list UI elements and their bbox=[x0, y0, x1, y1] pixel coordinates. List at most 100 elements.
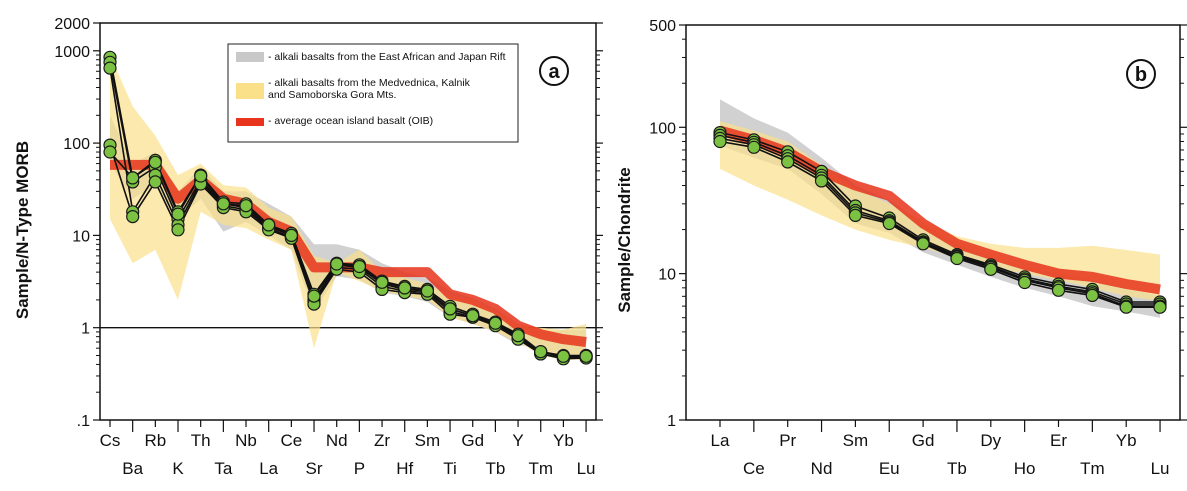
sample-point bbox=[443, 302, 457, 316]
x-tick-label: Gd bbox=[461, 431, 484, 450]
legend-swatch-gray bbox=[236, 52, 264, 62]
sample-point bbox=[534, 345, 548, 359]
x-tick-label: K bbox=[172, 459, 184, 478]
sample-point bbox=[781, 155, 795, 169]
panel-b-letter: b bbox=[1135, 64, 1147, 86]
sample-point bbox=[148, 175, 162, 189]
sample-line-1 bbox=[109, 57, 587, 357]
x-tick-label: Ce bbox=[743, 459, 765, 478]
sample-point bbox=[466, 309, 480, 323]
x-tick-label: Dy bbox=[980, 431, 1001, 450]
x-tick-label: Rb bbox=[144, 431, 166, 450]
x-tick-label: P bbox=[354, 459, 365, 478]
sample-point bbox=[713, 134, 727, 149]
y-tick-label: 2000 bbox=[54, 16, 90, 33]
sample-point bbox=[239, 199, 253, 213]
x-tick-label: Sr bbox=[306, 459, 323, 478]
x-tick-label: Zr bbox=[374, 431, 390, 450]
y-tick-label: 100 bbox=[63, 136, 90, 153]
panel-b-x-ticks: La Ce Pr Nd Sm Eu Gd Tb Dy Ho Er Tm Yb Lu bbox=[711, 420, 1170, 478]
panel-a-frame bbox=[99, 22, 597, 421]
sample-line-5 bbox=[109, 151, 587, 358]
x-tick-label: Yb bbox=[1116, 431, 1137, 450]
x-tick-label: Eu bbox=[879, 459, 900, 478]
x-tick-label: Sm bbox=[415, 431, 441, 450]
sample-point bbox=[103, 61, 117, 75]
x-tick-label: Ba bbox=[122, 459, 143, 478]
y-tick-label: 10 bbox=[72, 228, 90, 245]
yellow-band bbox=[720, 121, 1160, 301]
sample-point bbox=[148, 155, 162, 169]
x-tick-label: Sm bbox=[843, 431, 869, 450]
x-tick-label: Tm bbox=[1080, 459, 1105, 478]
panel-b-ylabel: Sample/Chondrite bbox=[615, 167, 634, 312]
legend-label-yellow: - alkali basalts from the Medvednica, Ka… bbox=[268, 77, 471, 89]
sample-point bbox=[1153, 300, 1167, 314]
sample-point bbox=[420, 284, 434, 298]
panel-b: 1 10 100 500 La Ce Pr Nd Sm Eu Gd Tb Dy Ho Er Tm Yb Lu S… bbox=[615, 18, 1187, 478]
legend-swatch-yellow bbox=[236, 83, 264, 99]
y-tick-label: 10 bbox=[658, 267, 676, 284]
sample-point bbox=[579, 349, 593, 363]
panel-b-frame bbox=[685, 24, 1181, 421]
sample-point bbox=[814, 174, 829, 188]
sample-point bbox=[950, 251, 964, 266]
sample-point bbox=[848, 208, 863, 222]
sample-point bbox=[330, 257, 344, 271]
x-tick-label: Er bbox=[1050, 431, 1067, 450]
x-tick-label: Cs bbox=[100, 431, 121, 450]
sample-point bbox=[103, 145, 117, 159]
x-tick-label: Ti bbox=[443, 459, 457, 478]
sample-point bbox=[747, 140, 761, 154]
x-tick-label: Nb bbox=[235, 431, 257, 450]
y-tick-label: 1000 bbox=[54, 44, 90, 61]
sample-point bbox=[511, 329, 525, 343]
x-tick-label: Tb bbox=[485, 459, 505, 478]
legend-swatch-red bbox=[236, 118, 264, 126]
panel-a-letter-circle bbox=[539, 56, 569, 86]
sample-point bbox=[556, 349, 571, 363]
sample-point bbox=[1119, 300, 1133, 314]
sample-point bbox=[375, 275, 389, 289]
y-tick-label: 500 bbox=[649, 18, 676, 35]
y-tick-label: 100 bbox=[649, 120, 676, 137]
sample-point bbox=[171, 207, 185, 221]
x-tick-label: Ce bbox=[280, 431, 302, 450]
sample-point bbox=[916, 237, 930, 251]
sample-point bbox=[1018, 275, 1032, 290]
sample-point bbox=[262, 218, 276, 232]
legend-label-gray: - alkali basalts from the East African a… bbox=[268, 51, 506, 63]
panel-a-legend: - alkali basalts from the East African a… bbox=[227, 43, 519, 143]
x-tick-label: La bbox=[711, 431, 730, 450]
panel-a-letter: a bbox=[548, 61, 560, 83]
panel-a-bands bbox=[100, 55, 596, 360]
sample-point bbox=[398, 281, 412, 295]
sample-point bbox=[284, 228, 298, 242]
x-tick-label: Nd bbox=[326, 431, 348, 450]
x-tick-label: Y bbox=[512, 431, 523, 450]
x-tick-label: Ta bbox=[214, 459, 233, 478]
panel-a-ylabel: Sample/N-Type MORB bbox=[13, 141, 32, 319]
sample-point bbox=[126, 210, 140, 224]
x-tick-label: Tm bbox=[528, 459, 553, 478]
x-tick-label: Ho bbox=[1014, 459, 1036, 478]
sample-point bbox=[126, 171, 140, 185]
x-tick-label: Lu bbox=[1151, 459, 1170, 478]
sample-point bbox=[307, 289, 321, 303]
y-tick-label: .1 bbox=[77, 413, 90, 430]
sample-point bbox=[216, 197, 230, 211]
panel-a-y-ticks: .1 1 10 100 1000 2000 bbox=[54, 16, 603, 430]
sample-point bbox=[171, 223, 185, 237]
sample-point bbox=[194, 169, 208, 183]
x-tick-label: Hf bbox=[396, 459, 413, 478]
legend-label-red: - average ocean island basalt (OIB) bbox=[268, 115, 433, 127]
x-tick-label: Th bbox=[191, 431, 211, 450]
panel-b-series bbox=[713, 126, 1167, 314]
x-tick-label: La bbox=[259, 459, 278, 478]
y-tick-label: 1 bbox=[667, 413, 676, 430]
panel-b-y-ticks: 1 10 100 500 bbox=[649, 18, 1187, 430]
